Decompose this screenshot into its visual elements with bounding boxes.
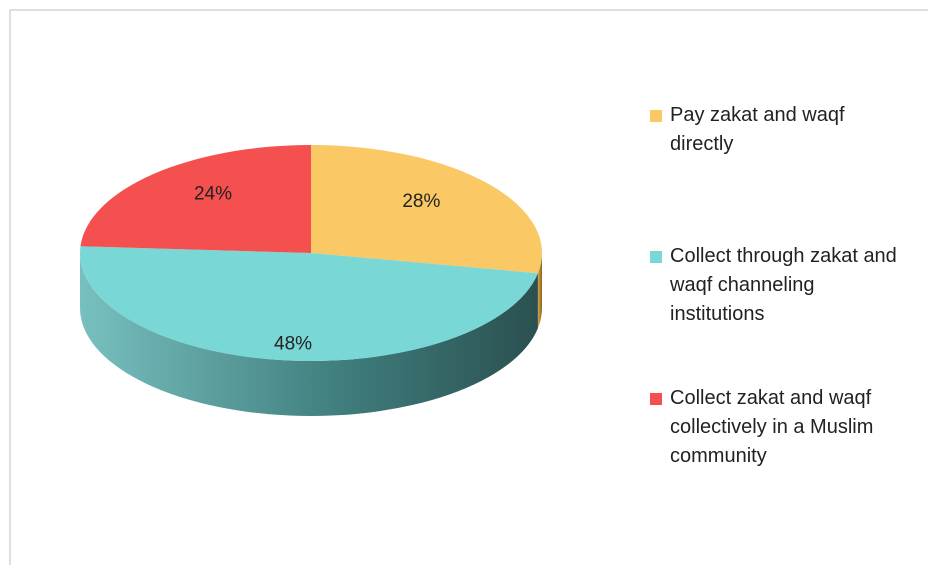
data-label: 24% [194, 183, 232, 204]
legend-label: Collect through zakat and waqf channelin… [670, 245, 897, 325]
slice [311, 145, 542, 274]
legend-label: Collect zakat and waqf collectively in a… [670, 387, 874, 467]
frame [9, 9, 928, 565]
data-label: 48% [274, 334, 312, 355]
slice [80, 145, 311, 253]
legend-item: Collect through zakat and waqf channelin… [650, 242, 912, 329]
slice [79, 246, 538, 361]
legend-swatch [650, 110, 662, 122]
legend-label: Pay zakat and waqf directly [670, 104, 845, 155]
legend-item: Pay zakat and waqf directly [650, 101, 912, 159]
data-label: 28% [402, 191, 440, 212]
legend-swatch [650, 251, 662, 263]
slice-side [80, 253, 538, 416]
legend-swatch [650, 393, 662, 405]
slice-side [537, 253, 542, 329]
legend-item: Collect zakat and waqf collectively in a… [650, 384, 912, 471]
